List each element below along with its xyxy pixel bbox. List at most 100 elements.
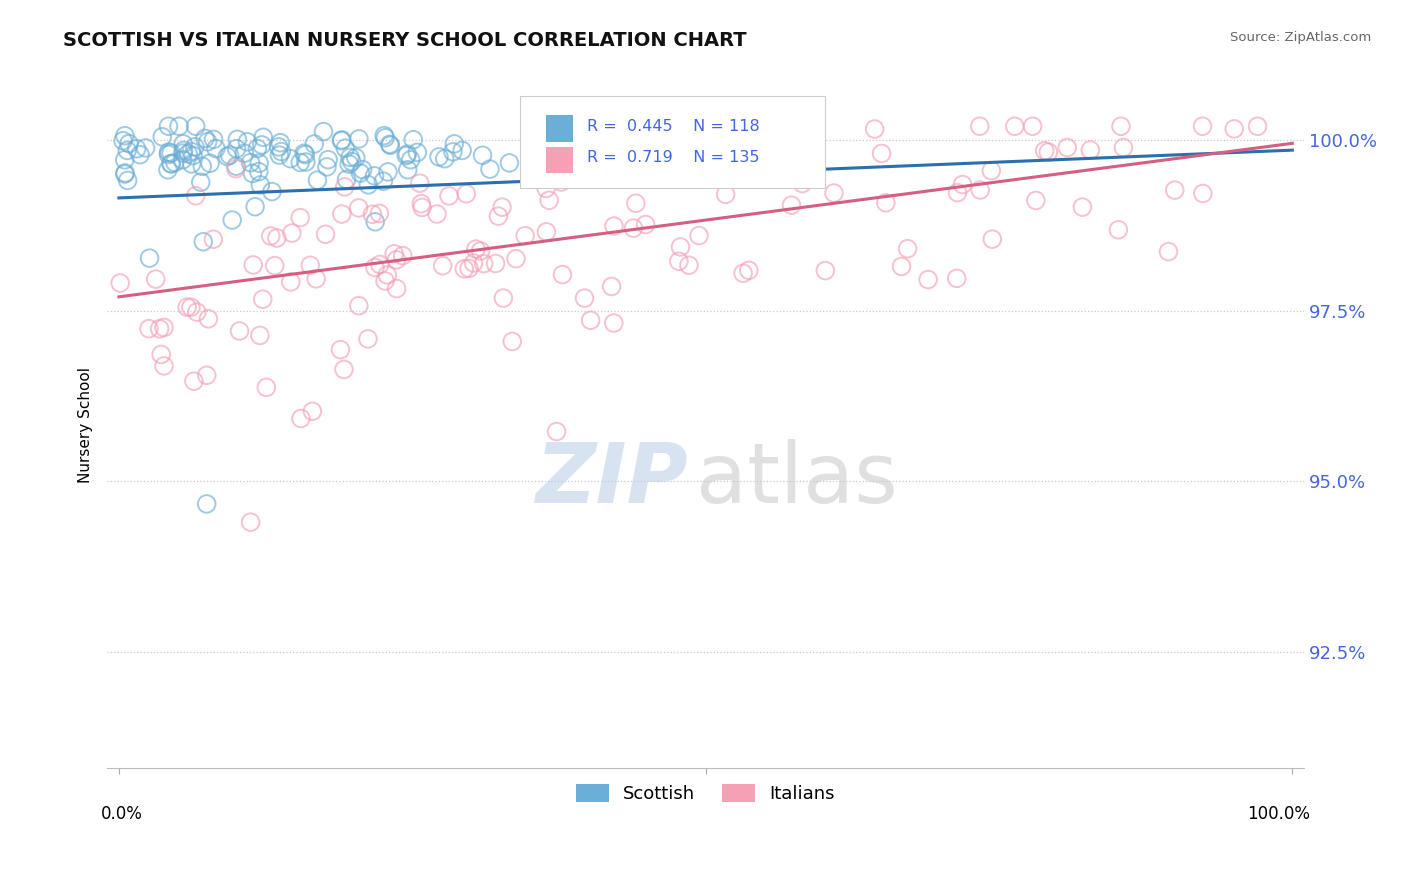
Point <box>395 148 418 162</box>
Point <box>312 125 335 139</box>
Point <box>138 321 160 335</box>
Point <box>242 258 264 272</box>
Point <box>981 232 1004 246</box>
Point <box>153 359 176 373</box>
Point <box>138 251 160 265</box>
Point <box>315 227 337 242</box>
Point <box>631 140 654 154</box>
Point <box>330 207 353 221</box>
Point <box>1107 223 1129 237</box>
Point <box>330 134 353 148</box>
Point <box>453 261 475 276</box>
Point <box>335 141 357 155</box>
Point <box>724 149 747 163</box>
Point <box>427 150 450 164</box>
Point <box>524 150 547 164</box>
Point <box>269 148 291 162</box>
Point <box>634 218 657 232</box>
Point <box>823 186 845 200</box>
Point <box>333 179 356 194</box>
Point <box>374 130 396 145</box>
Point <box>363 169 385 183</box>
Point <box>156 162 179 177</box>
Point <box>678 258 700 272</box>
Point <box>863 122 886 136</box>
Point <box>623 221 645 235</box>
Point <box>377 165 399 179</box>
Point <box>329 343 352 357</box>
FancyBboxPatch shape <box>520 95 825 188</box>
Point <box>373 128 395 143</box>
Point <box>180 145 202 159</box>
Point <box>373 174 395 188</box>
Point <box>114 153 136 167</box>
Point <box>250 137 273 152</box>
Point <box>1109 120 1132 134</box>
Point <box>738 263 761 277</box>
Point <box>600 279 623 293</box>
Point <box>186 305 208 319</box>
Point <box>193 235 215 249</box>
Point <box>269 136 291 150</box>
Point <box>406 145 429 160</box>
Point <box>184 188 207 202</box>
Point <box>536 225 558 239</box>
Point <box>501 334 523 349</box>
Point <box>160 157 183 171</box>
Point <box>538 194 561 208</box>
Point <box>443 136 465 151</box>
Point <box>270 145 292 159</box>
Point <box>1246 120 1268 134</box>
Point <box>125 142 148 156</box>
Point <box>669 240 692 254</box>
Bar <box>547 147 572 173</box>
Point <box>305 272 328 286</box>
Legend: Scottish, Italians: Scottish, Italians <box>569 776 842 810</box>
Point <box>433 152 456 166</box>
Point <box>969 120 991 134</box>
Point <box>290 155 312 169</box>
Text: 100.0%: 100.0% <box>1247 805 1310 823</box>
Point <box>380 138 402 153</box>
Point <box>612 165 634 179</box>
Point <box>290 211 312 225</box>
Y-axis label: Nursery School: Nursery School <box>79 367 93 483</box>
Point <box>596 169 619 183</box>
Point <box>191 159 214 173</box>
Point <box>157 120 180 134</box>
Point <box>117 144 139 158</box>
Point <box>409 176 432 190</box>
Point <box>153 320 176 334</box>
Point <box>180 300 202 314</box>
Point <box>172 146 194 161</box>
Point <box>558 147 581 161</box>
Bar <box>547 115 572 142</box>
Point <box>368 257 391 271</box>
Point <box>1056 140 1078 154</box>
Point <box>498 156 520 170</box>
Point <box>1021 120 1043 134</box>
Point <box>239 515 262 529</box>
Point <box>486 209 509 223</box>
Point <box>247 156 270 170</box>
Point <box>426 207 449 221</box>
Point <box>470 244 492 258</box>
Point <box>374 274 396 288</box>
Point <box>263 259 285 273</box>
Point <box>330 133 353 147</box>
Point <box>167 120 190 134</box>
Point <box>1157 244 1180 259</box>
Point <box>378 137 401 152</box>
Text: SCOTTISH VS ITALIAN NURSERY SCHOOL CORRELATION CHART: SCOTTISH VS ITALIAN NURSERY SCHOOL CORRE… <box>63 31 747 50</box>
Point <box>456 186 478 201</box>
Point <box>780 198 803 212</box>
Point <box>118 136 141 151</box>
Point <box>198 156 221 170</box>
Point <box>692 145 714 159</box>
Point <box>870 146 893 161</box>
Point <box>574 291 596 305</box>
Point <box>769 120 792 134</box>
Point <box>655 157 678 171</box>
Point <box>157 147 180 161</box>
Point <box>664 129 686 144</box>
